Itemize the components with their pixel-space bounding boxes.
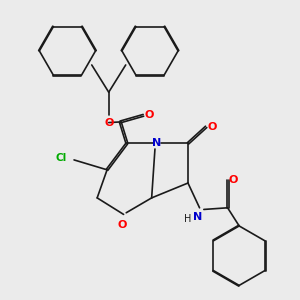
Text: O: O (104, 118, 113, 128)
Text: N: N (152, 138, 161, 148)
Text: O: O (144, 110, 154, 120)
Text: Cl: Cl (56, 153, 67, 163)
Text: O: O (229, 175, 238, 185)
Text: N: N (193, 212, 203, 222)
Text: O: O (207, 122, 217, 132)
Text: H: H (184, 214, 192, 224)
Text: O: O (117, 220, 127, 230)
